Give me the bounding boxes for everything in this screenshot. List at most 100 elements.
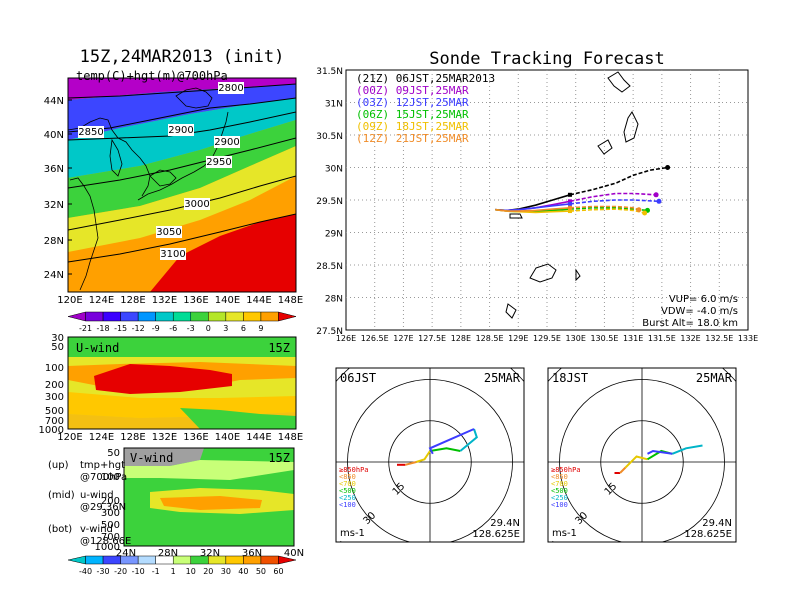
hodograph-level: <850 bbox=[339, 473, 356, 481]
u-wind-p-tick: 30 bbox=[51, 333, 64, 344]
hodograph-segment bbox=[619, 466, 627, 474]
temp-colorbar-label: -15 bbox=[114, 324, 127, 333]
hodograph-segment bbox=[624, 455, 648, 469]
track-lat-tick: 30N bbox=[325, 165, 343, 175]
u-wind-lon-tick: 144E bbox=[246, 432, 271, 443]
contour-label: 3000 bbox=[184, 199, 209, 210]
track-grid bbox=[346, 70, 748, 330]
hodograph-level: <250 bbox=[551, 494, 568, 502]
wind-colorbar-swatch bbox=[137, 555, 156, 565]
contour-label: 3100 bbox=[160, 249, 185, 260]
wind-colorbar-swatch bbox=[190, 555, 209, 565]
v-wind-lat-tick: 40N bbox=[284, 548, 304, 559]
map-lon-tick: 132E bbox=[152, 295, 177, 306]
legend-desc: u-wind bbox=[80, 490, 114, 501]
hodograph-time: 18JST bbox=[552, 371, 588, 385]
wind-colorbar-label: 1 bbox=[171, 567, 176, 576]
track-legend-entry: (09Z) 18JST,25MAR bbox=[356, 120, 469, 133]
map-lon-tick: 128E bbox=[120, 295, 145, 306]
map-lat-tick: 44N bbox=[44, 96, 64, 107]
temp-colorbar-label: -21 bbox=[79, 324, 92, 333]
v-wind-lat-tick: 24N bbox=[116, 548, 136, 559]
track-param: VDW= -4.0 m/s bbox=[661, 306, 738, 317]
v-wind-lat-tick: 28N bbox=[158, 548, 178, 559]
legend-key: (mid) bbox=[48, 490, 75, 501]
u-wind-lon-tick: 128E bbox=[120, 432, 145, 443]
track-lat-tick: 29.5N bbox=[316, 197, 343, 207]
contour-labels: 2800 2850 2900 2900 2950 3000 3050 3100 bbox=[78, 83, 243, 260]
wind-colorbar-swatch bbox=[67, 555, 86, 565]
u-wind-label: U-wind bbox=[76, 341, 119, 355]
v-wind-lat-tick: 36N bbox=[242, 548, 262, 559]
v-wind-lat-tick: 32N bbox=[200, 548, 220, 559]
track-lat-tick: 27.5N bbox=[316, 327, 343, 337]
v-wind-p-tick: 700 bbox=[101, 532, 120, 543]
hodograph-level: <250 bbox=[339, 494, 356, 502]
temp-band-red bbox=[150, 214, 296, 292]
temperature-map-panel: temp(C)+hgt(m)@700hPa 2800 2850 2900 2900 29… bbox=[44, 69, 303, 306]
left-title: 15Z,24MAR2013 (init) bbox=[80, 47, 285, 67]
hodograph-lat: 29.4N bbox=[490, 518, 520, 529]
track-param: VUP= 6.0 m/s bbox=[669, 294, 738, 305]
hodograph-segment bbox=[415, 450, 431, 463]
hodograph-level: <850 bbox=[551, 473, 568, 481]
u-wind-p-tick: 500 bbox=[45, 406, 64, 417]
map-lon-ticks: 120E 124E 128E 132E 136E 140E 144E 148E bbox=[57, 295, 303, 306]
wind-colorbar-swatch bbox=[155, 555, 174, 565]
legend-desc: @700hPa bbox=[80, 472, 127, 483]
wind-colorbar-label: 20 bbox=[203, 567, 213, 576]
hodograph-ring-label: 45 bbox=[544, 539, 561, 556]
wind-colorbar-label: 40 bbox=[238, 567, 248, 576]
track-line-solid bbox=[495, 207, 571, 212]
map-lon-tick: 148E bbox=[278, 295, 303, 306]
legend-desc: v-wind bbox=[80, 524, 113, 535]
temp-colorbar-swatch bbox=[278, 311, 297, 322]
contour-label: 2950 bbox=[206, 157, 231, 168]
u-wind-p-tick: 1000 bbox=[39, 425, 64, 436]
temp-colorbar-swatch bbox=[67, 311, 86, 322]
temp-colorbar-label: 9 bbox=[258, 324, 263, 333]
v-wind-p-tick: 300 bbox=[101, 508, 120, 519]
wind-colorbar-swatch bbox=[102, 555, 121, 565]
u-wind-lon-tick: 148E bbox=[278, 432, 303, 443]
hodograph-ring-label: 60 bbox=[515, 569, 532, 586]
hodograph-lat: 29.4N bbox=[702, 518, 732, 529]
temp-colorbar-swatch bbox=[85, 311, 104, 322]
hodograph-level: <700 bbox=[339, 480, 356, 488]
track-lon-tick: 126.5E bbox=[361, 334, 389, 343]
wind-colorbar-swatch bbox=[208, 555, 227, 565]
hodograph-ring-label: 60 bbox=[303, 569, 320, 586]
v-wind-label: V-wind bbox=[130, 451, 173, 465]
wind-colorbar-label: -30 bbox=[97, 567, 110, 576]
wind-colorbar-label: 60 bbox=[273, 567, 283, 576]
temp-band-yellow bbox=[68, 146, 296, 252]
wind-colorbar-label: 10 bbox=[186, 567, 196, 576]
u-wind-lon-tick: 124E bbox=[89, 432, 114, 443]
map-lat-tick: 24N bbox=[44, 270, 64, 281]
track-lon-tick: 128E bbox=[451, 334, 471, 343]
v-wind-frame bbox=[123, 447, 295, 547]
track-line-dashed bbox=[569, 192, 657, 203]
track-legend-entry: (06Z) 15JST,25MAR bbox=[356, 108, 469, 121]
hodograph-unit: ms-1 bbox=[340, 528, 365, 539]
islands bbox=[505, 71, 639, 319]
temp-colorbar-label: -3 bbox=[187, 324, 195, 333]
temp-colorbar-label: -6 bbox=[169, 324, 177, 333]
temp-colorbar-swatch bbox=[190, 311, 209, 322]
temp-colorbar-swatch bbox=[208, 311, 227, 322]
contour-label: 2850 bbox=[78, 127, 103, 138]
track-legend-entry: (00Z) 09JST,25MAR bbox=[356, 84, 469, 97]
u-wind-jet-core bbox=[94, 364, 232, 394]
u-wind-p-tick: 200 bbox=[45, 380, 64, 391]
temp-colorbar-swatch bbox=[172, 311, 192, 322]
track-lat-ticks: 31.5N 31N 30.5N 30N 29.5N 29N 28.5N 28N 27.5N bbox=[316, 67, 343, 337]
track-panel: (21Z) 06JST,25MAR2013(00Z) 09JST,25MAR(0… bbox=[316, 67, 758, 343]
map-label: temp(C)+hgt(m)@700hPa bbox=[76, 69, 228, 83]
hodograph-time: 06JST bbox=[340, 371, 376, 385]
